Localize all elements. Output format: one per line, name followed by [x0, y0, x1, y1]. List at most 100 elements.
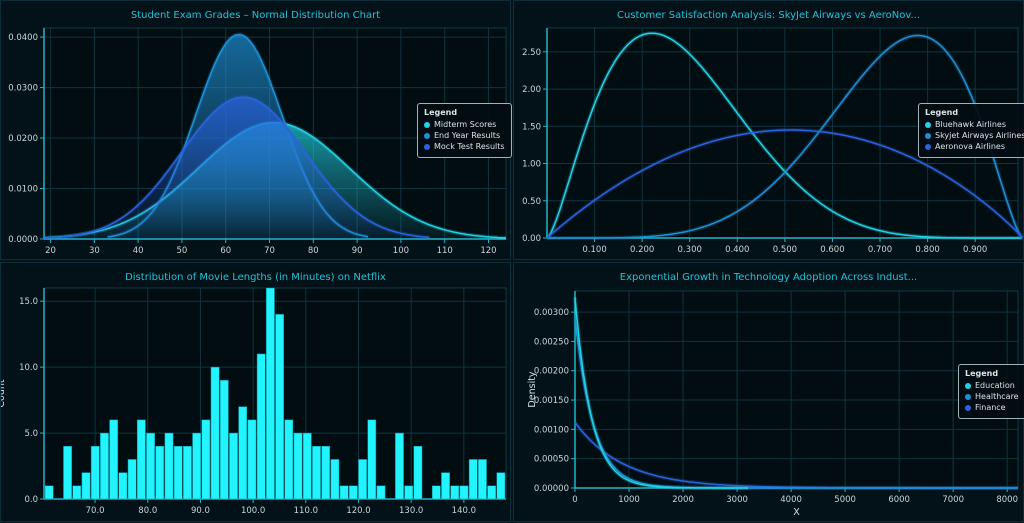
x-tick-label: 1000 [618, 495, 640, 505]
y-tick-label: 0.00300 [534, 308, 569, 318]
y-axis-label: Density [527, 371, 538, 407]
series-line-education [574, 297, 748, 489]
histogram-bar [431, 485, 441, 500]
y-tick-label: 0.0100 [8, 185, 38, 195]
histogram-bar [367, 419, 377, 500]
histogram-bar [441, 472, 450, 500]
plot-area [43, 287, 507, 500]
legend-label: Skyjet Airways Airlines [935, 131, 1024, 140]
y-tick-label: 0.0400 [8, 33, 38, 43]
plot-area [574, 290, 1019, 489]
x-tick-label: 0.900 [963, 245, 987, 255]
histogram-bar [247, 419, 257, 500]
histogram-bar [376, 485, 386, 500]
legend-title: Legend [965, 369, 999, 378]
histogram-bar [192, 432, 201, 500]
histogram-bar [266, 287, 275, 500]
chart-panel-movie-lengths: Distribution of Movie Lengths (in Minute… [0, 262, 511, 522]
x-tick-label: 0.200 [630, 245, 654, 255]
series-line-aeronova-airlines [546, 129, 1023, 239]
histogram-bar [44, 485, 54, 500]
y-tick-label: 15.0 [19, 297, 38, 307]
x-tick-label: 0.500 [773, 245, 797, 255]
y-tick-label: 0.00000 [534, 484, 569, 494]
histogram-bar [173, 446, 183, 500]
histogram-bar [339, 485, 349, 500]
chart-panel-tech-adoption: Exponential Growth in Technology Adoptio… [513, 262, 1024, 522]
y-tick-label: 1.50 [522, 122, 541, 132]
x-tick-label: 0 [572, 495, 577, 505]
legend-item[interactable]: Bluehawk Airlines [925, 120, 1024, 129]
histogram-bar [450, 485, 460, 500]
histogram-bar [275, 314, 284, 500]
legend-label: Aeronova Airlines [935, 142, 1005, 151]
x-tick-label: 110.0 [294, 506, 318, 516]
legend-item[interactable]: End Year Results [424, 131, 505, 140]
histogram-bar [238, 406, 248, 500]
legend-item[interactable]: Aeronova Airlines [925, 142, 1024, 151]
series-line-mock-test-results [43, 96, 430, 239]
x-tick-label: 80 [308, 246, 319, 256]
histogram-bar [478, 459, 487, 500]
histogram-bar [404, 485, 414, 500]
histogram-bar [293, 432, 303, 500]
x-tick-label: 0.700 [868, 245, 892, 255]
y-tick-label: 0.0300 [8, 84, 38, 94]
legend-item[interactable]: Healthcare [965, 392, 1019, 401]
y-tick-label: 0.00 [522, 234, 541, 244]
legend-marker [925, 132, 931, 139]
histogram-bar [330, 459, 340, 500]
legend-marker [965, 404, 971, 411]
legend-label: End Year Results [434, 131, 501, 140]
x-tick-label: 90 [352, 246, 363, 256]
y-axis-label: Count [1, 379, 7, 407]
x-tick-label: 120 [480, 246, 496, 256]
chart-title: Student Exam Grades – Normal Distributio… [130, 10, 381, 21]
legend-item[interactable]: Mock Test Results [424, 142, 505, 151]
histogram-bar [146, 432, 155, 500]
histogram-bar [72, 485, 82, 500]
legend-item[interactable]: Finance [965, 403, 1019, 412]
legend-label: Bluehawk Airlines [935, 120, 1006, 129]
x-tick-label: 100.0 [241, 506, 265, 516]
x-tick-label: 140.0 [452, 506, 476, 516]
legend-label: Healthcare [975, 392, 1019, 401]
chart-legend: Legend Midterm Scores End Year Results Mock… [417, 103, 512, 158]
x-tick-label: 5000 [834, 495, 856, 505]
histogram-bar [183, 446, 192, 500]
histogram-bar [256, 353, 266, 500]
histogram-bar [118, 472, 128, 500]
x-tick-label: 100 [393, 246, 409, 256]
y-tick-label: 5.0 [24, 429, 38, 439]
x-tick-label: 70.0 [86, 506, 105, 516]
chart-title: Distribution of Movie Lengths (in Minute… [125, 272, 386, 283]
legend-title: Legend [925, 108, 959, 117]
histogram-bar [136, 419, 146, 500]
legend-label: Mock Test Results [434, 142, 505, 151]
legend-item[interactable]: Skyjet Airways Airlines [925, 131, 1024, 140]
legend-marker [925, 143, 931, 150]
x-tick-label: 8000 [996, 495, 1018, 505]
legend-label: Education [975, 381, 1015, 390]
legend-title: Legend [424, 108, 458, 117]
histogram-bar [81, 472, 91, 500]
x-tick-label: 0.100 [582, 245, 606, 255]
chart-legend: Legend Education Healthcare Finance [958, 364, 1024, 419]
histogram-bar [468, 459, 478, 500]
x-tick-label: 130.0 [399, 506, 423, 516]
legend-marker [424, 132, 430, 139]
chart-svg: 0.100 0.200 0.300 0.400 0.500 0.600 0.700 0.800… [522, 27, 1024, 255]
legend-item[interactable]: Midterm Scores [424, 120, 505, 129]
x-tick-label: 0.400 [725, 245, 749, 255]
legend-marker [424, 121, 430, 128]
legend-item[interactable]: Education [965, 381, 1019, 390]
series-line-skyjet-airways-airlines [547, 34, 1023, 239]
histogram-bar [312, 446, 321, 500]
x-tick-label: 4000 [780, 495, 802, 505]
chart-panel-customer-satisfaction: Customer Satisfaction Analysis: SkyJet A… [513, 0, 1024, 260]
histogram-bar [459, 485, 469, 500]
y-tick-label: 0.00150 [534, 396, 569, 406]
histogram-bar [496, 472, 506, 500]
x-tick-label: 40 [133, 246, 144, 256]
y-tick-label: 1.00 [522, 160, 541, 170]
